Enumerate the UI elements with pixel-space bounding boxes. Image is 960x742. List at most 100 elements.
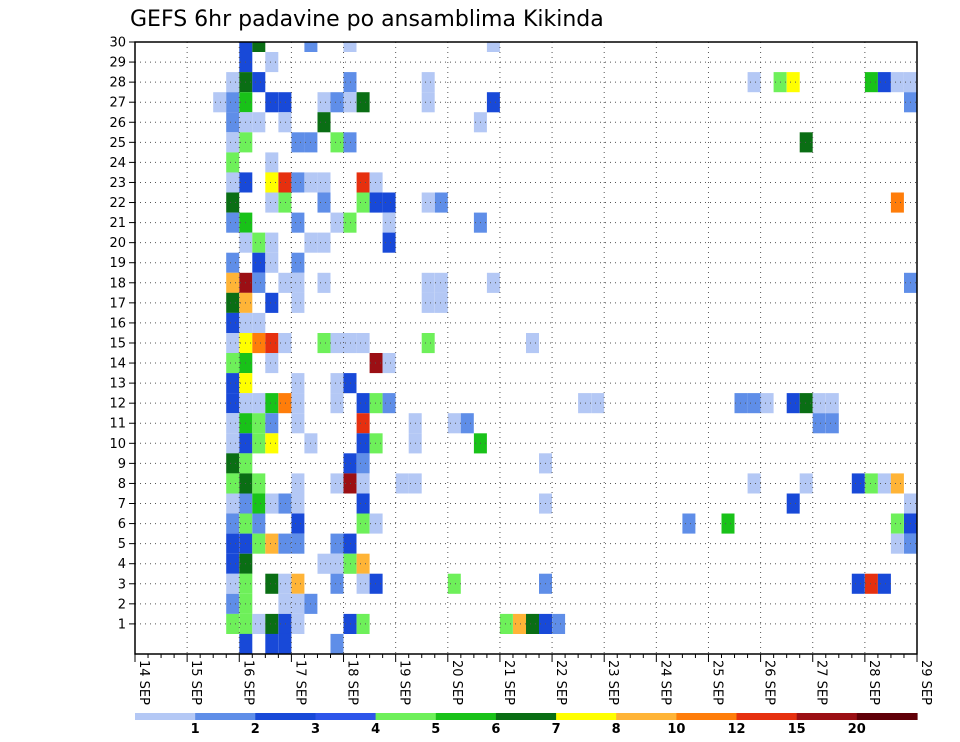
precip-cell xyxy=(890,72,904,93)
precip-cell xyxy=(578,393,592,414)
precip-cell xyxy=(239,42,253,52)
colorbar-label: 5 xyxy=(431,722,440,737)
precip-cell xyxy=(356,393,370,414)
precip-cell xyxy=(382,393,396,414)
precip-cell xyxy=(252,513,266,534)
precip-cell xyxy=(317,232,331,253)
y-tick-label: 14 xyxy=(109,357,126,372)
precip-cell xyxy=(278,333,292,354)
precip-cell xyxy=(252,493,266,514)
y-tick-label: 10 xyxy=(109,437,126,452)
precip-cell xyxy=(369,573,383,594)
precip-cell xyxy=(330,573,344,594)
precip-cell xyxy=(226,413,240,434)
y-tick-label: 7 xyxy=(118,497,126,512)
precip-cell xyxy=(252,413,266,434)
y-tick-label: 13 xyxy=(109,377,126,392)
precip-cell xyxy=(291,373,305,394)
precip-cell xyxy=(278,112,292,133)
precip-cell xyxy=(291,533,305,554)
y-tick-label: 29 xyxy=(109,56,126,71)
precip-cell xyxy=(213,92,227,113)
x-tick-label: 17 SEP xyxy=(292,660,307,705)
x-tick-label: 23 SEP xyxy=(605,660,620,705)
precip-cell xyxy=(265,152,279,173)
precip-cell xyxy=(226,553,240,574)
precip-cell xyxy=(226,393,240,414)
colorbar: 1 2 3 4 5 6 7 8 10 12 15 20 xyxy=(135,713,918,737)
precip-cell xyxy=(265,413,279,434)
precip-cell xyxy=(226,212,240,233)
precip-cell xyxy=(291,613,305,634)
y-tick-label: 25 xyxy=(109,136,126,151)
precip-cell xyxy=(421,272,435,293)
precip-cell xyxy=(330,92,344,113)
x-tick-label: 16 SEP xyxy=(240,660,255,705)
precip-cell xyxy=(278,92,292,113)
precip-cell xyxy=(226,92,240,113)
precip-cell xyxy=(747,393,761,414)
precip-cell xyxy=(330,373,344,394)
precip-cell xyxy=(786,493,800,514)
precip-cell xyxy=(382,192,396,213)
y-tick-label: 24 xyxy=(109,156,126,171)
colorbar-label: 20 xyxy=(848,722,866,737)
precip-cell xyxy=(526,613,539,634)
precip-cell xyxy=(330,333,344,354)
precip-cell xyxy=(864,473,878,494)
colorbar-swatch xyxy=(135,713,196,720)
precip-cell xyxy=(812,393,826,414)
precip-cell xyxy=(265,493,279,514)
precip-cell xyxy=(356,493,370,514)
y-tick-label: 11 xyxy=(109,417,126,432)
precip-cell xyxy=(252,252,266,273)
precip-cell xyxy=(265,353,279,374)
y-tick-label: 16 xyxy=(109,316,126,331)
y-tick-label: 9 xyxy=(118,457,126,472)
cells-layer xyxy=(213,42,917,654)
precip-cell xyxy=(786,72,800,93)
colorbar-label: 7 xyxy=(552,722,561,737)
y-tick-label: 1 xyxy=(118,617,126,632)
colorbar-swatch xyxy=(736,713,798,720)
colorbar-swatch xyxy=(255,713,317,720)
precip-cell xyxy=(226,272,240,293)
x-tick-label: 22 SEP xyxy=(553,660,568,705)
precip-cell xyxy=(369,433,383,454)
precip-cell xyxy=(330,553,344,574)
x-tick-label: 29 SEP xyxy=(918,660,933,705)
precip-cell xyxy=(265,192,279,213)
precip-cell xyxy=(278,593,292,614)
precip-cell xyxy=(226,373,240,394)
precip-cell xyxy=(226,333,240,354)
precip-cell xyxy=(786,393,800,414)
precip-cell xyxy=(799,473,813,494)
y-tick-label: 2 xyxy=(118,597,126,612)
colorbar-swatch xyxy=(676,713,738,720)
precip-cell xyxy=(356,453,370,474)
precip-cell xyxy=(369,393,383,414)
precip-cell xyxy=(356,433,370,454)
precip-cell xyxy=(252,42,266,52)
y-tick-label: 18 xyxy=(109,276,126,291)
precip-cell xyxy=(421,92,435,113)
y-tick-label: 12 xyxy=(109,397,126,412)
precip-cell xyxy=(278,533,292,554)
precip-cell xyxy=(330,393,344,414)
precip-cell xyxy=(382,232,396,253)
precip-cell xyxy=(226,513,240,534)
grid-layer xyxy=(135,41,917,654)
y-tick-label: 5 xyxy=(118,537,126,552)
precip-cell xyxy=(226,252,240,273)
precip-cell xyxy=(317,92,331,113)
precip-cell xyxy=(265,333,279,354)
precip-cell xyxy=(317,272,331,293)
precip-cell xyxy=(382,212,396,233)
precip-cell xyxy=(226,473,240,494)
precip-cell xyxy=(369,353,383,374)
precip-cell xyxy=(226,433,240,454)
precip-cell xyxy=(356,413,370,434)
precip-cell xyxy=(356,192,370,213)
precip-cell xyxy=(291,272,305,293)
